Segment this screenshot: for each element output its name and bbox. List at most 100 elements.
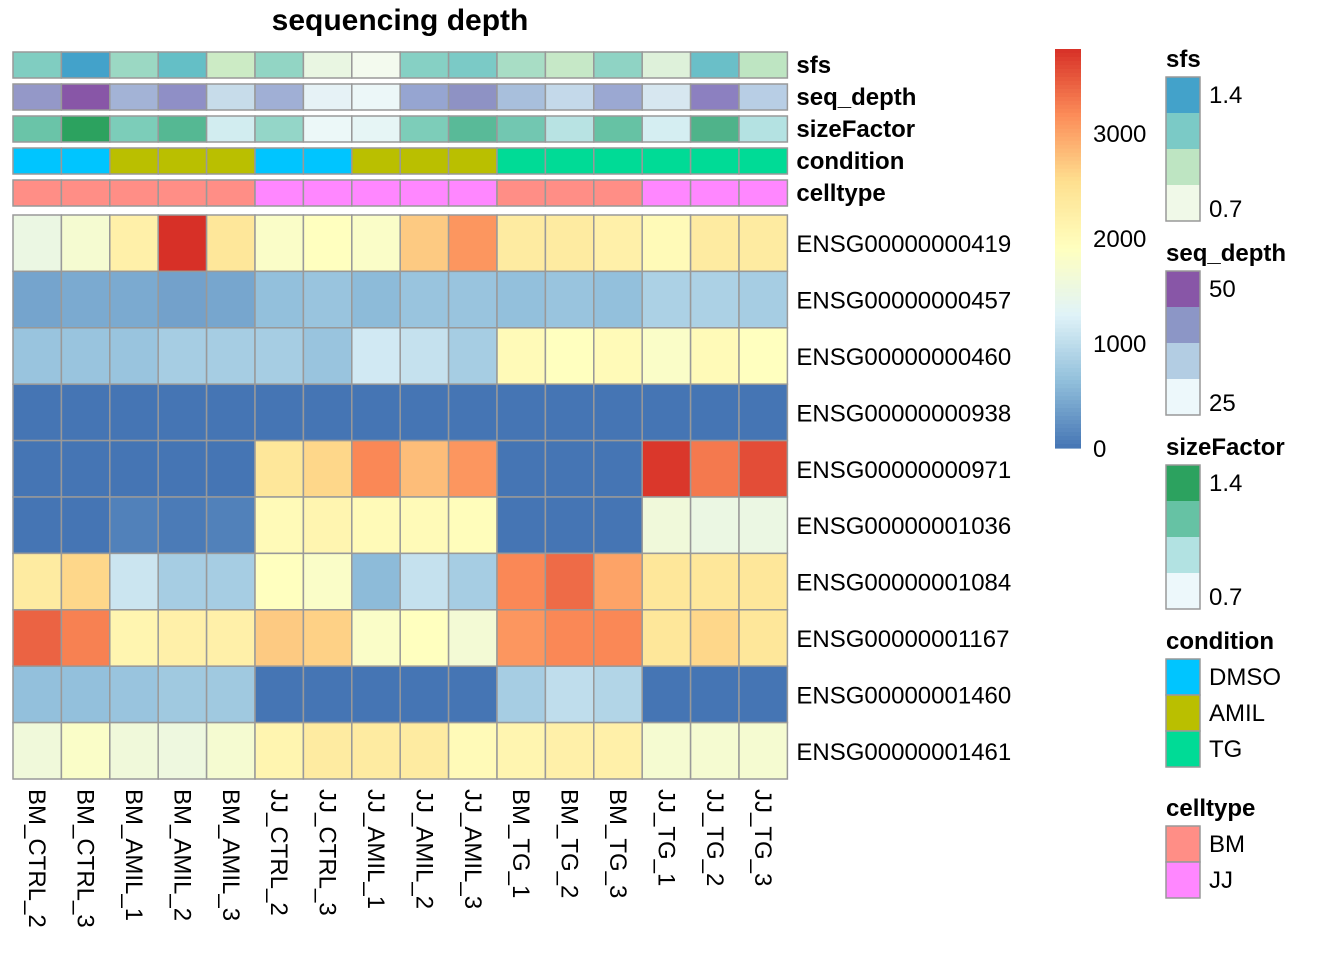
annotation-cell-seq_depth: [109, 83, 159, 111]
annotation-cell-celltype: [351, 179, 401, 207]
heatmap-cell: [447, 270, 498, 329]
color-scale-segment: [1055, 100, 1081, 106]
heatmap-cell: [544, 383, 595, 442]
heatmap-cell: [447, 496, 498, 555]
legend-swatch-sfs: [1166, 149, 1200, 185]
heatmap-cell: [738, 383, 789, 442]
heatmap-cell: [60, 327, 111, 385]
heatmap-cell: [109, 665, 159, 724]
heatmap-cell: [254, 721, 305, 780]
heatmap-cell: [544, 270, 595, 329]
heatmap-cell: [351, 439, 401, 498]
heatmap-cell: [109, 552, 159, 611]
legend-label-BM: BM: [1209, 831, 1245, 858]
annotation-cell-celltype: [109, 179, 159, 207]
annotation-cell-seq_depth: [254, 83, 305, 111]
heatmap-cell: [496, 439, 547, 498]
heatmap-cell: [205, 609, 256, 667]
color-scale-segment: [1055, 420, 1081, 425]
heatmap-cell: [60, 439, 111, 498]
color-scale-segment: [1055, 92, 1081, 98]
annotation-cell-celltype: [302, 179, 353, 207]
color-scale-segment: [1055, 248, 1081, 254]
annotation-cell-sfs: [157, 51, 208, 79]
color-scale-segment: [1055, 348, 1081, 353]
heatmap-cell: [157, 665, 208, 724]
annotation-cell-sizeFactor: [593, 115, 643, 143]
heatmap-cell: [254, 270, 305, 329]
legend-label-low: 0.7: [1209, 584, 1242, 611]
annotation-cell-celltype: [399, 179, 450, 207]
annotation-cell-celltype: [738, 179, 789, 207]
heatmap-cell: [593, 496, 643, 555]
annotation-cell-sizeFactor: [641, 115, 692, 143]
row-label: ENSG00000000460: [796, 344, 1011, 371]
color-scale-segment: [1055, 52, 1081, 58]
heatmap-cell: [447, 721, 498, 780]
color-scale-segment: [1055, 388, 1081, 393]
color-scale-segment: [1055, 324, 1081, 329]
annotation-cell-celltype: [593, 179, 643, 207]
heatmap-cell: [351, 327, 401, 385]
heatmap-cell: [351, 496, 401, 555]
heatmap-cell: [593, 270, 643, 329]
heatmap-cell: [496, 665, 547, 724]
legend-swatch-sizeFactor: [1166, 537, 1200, 573]
legend-label-DMSO: DMSO: [1209, 664, 1281, 691]
column-label: JJ_CTRL_3: [314, 789, 341, 916]
color-scale-segment: [1055, 288, 1081, 293]
annotation-label-sfs: sfs: [796, 52, 831, 79]
column-label: BM_AMIL_3: [217, 789, 244, 921]
heatmap-cell: [157, 439, 208, 498]
legend-title-seq_depth: seq_depth: [1166, 240, 1286, 267]
heatmap-cell: [109, 270, 159, 329]
heatmap-cell: [12, 665, 63, 724]
heatmap-cell: [351, 665, 401, 724]
heatmap-cell: [302, 609, 353, 667]
row-labels: ENSG00000000419 ENSG00000000457 ENSG000000…: [796, 231, 1011, 766]
row-label: ENSG00000000971: [796, 457, 1011, 484]
annotation-cell-sizeFactor: [447, 115, 498, 143]
annotation-cell-seq_depth: [12, 83, 63, 111]
annotation-label-celltype: celltype: [796, 180, 885, 207]
heatmap-cell: [496, 721, 547, 780]
row-label: ENSG00000001461: [796, 739, 1011, 766]
color-scale-segment: [1055, 216, 1081, 222]
color-scale-segment: [1055, 224, 1081, 230]
legend-swatch-sfs: [1166, 113, 1200, 149]
heatmap-cell: [689, 214, 740, 273]
heatmap-cell: [399, 214, 450, 273]
annotation-cell-celltype: [544, 179, 595, 207]
heatmap-cell: [593, 665, 643, 724]
color-scale-segment: [1055, 328, 1081, 333]
color-scale-segment: [1055, 112, 1081, 118]
color-scale-segment: [1055, 276, 1081, 282]
heatmap-cell: [302, 496, 353, 555]
annotation-cell-condition: [447, 147, 498, 175]
heatmap-cell: [399, 721, 450, 780]
color-scale-segment: [1055, 72, 1081, 78]
row-label: ENSG00000001036: [796, 513, 1011, 540]
color-scale-segment: [1055, 104, 1081, 110]
legend-title-celltype: celltype: [1166, 795, 1255, 822]
legend-label-low: 25: [1209, 390, 1236, 417]
heatmap-cells: [12, 214, 789, 780]
color-scale-tick-label: 0: [1093, 436, 1106, 463]
annotation-cell-condition: [399, 147, 450, 175]
annotation-cell-seq_depth: [738, 83, 789, 111]
annotation-cell-sfs: [447, 51, 498, 79]
heatmap-cell: [738, 609, 789, 667]
annotation-cell-celltype: [205, 179, 256, 207]
color-scale-segment: [1055, 116, 1081, 122]
heatmap-cell: [12, 214, 63, 273]
color-scale-segment: [1055, 256, 1081, 262]
annotation-cell-celltype: [689, 179, 740, 207]
heatmap-cell: [399, 270, 450, 329]
column-label: JJ_TG_1: [652, 789, 679, 886]
heatmap-cell: [544, 214, 595, 273]
legend-swatch-sizeFactor: [1166, 465, 1200, 501]
heatmap-cell: [496, 270, 547, 329]
color-scale-segment: [1055, 136, 1081, 142]
column-label: JJ_TG_3: [749, 789, 776, 886]
color-scale-segment: [1055, 272, 1081, 278]
